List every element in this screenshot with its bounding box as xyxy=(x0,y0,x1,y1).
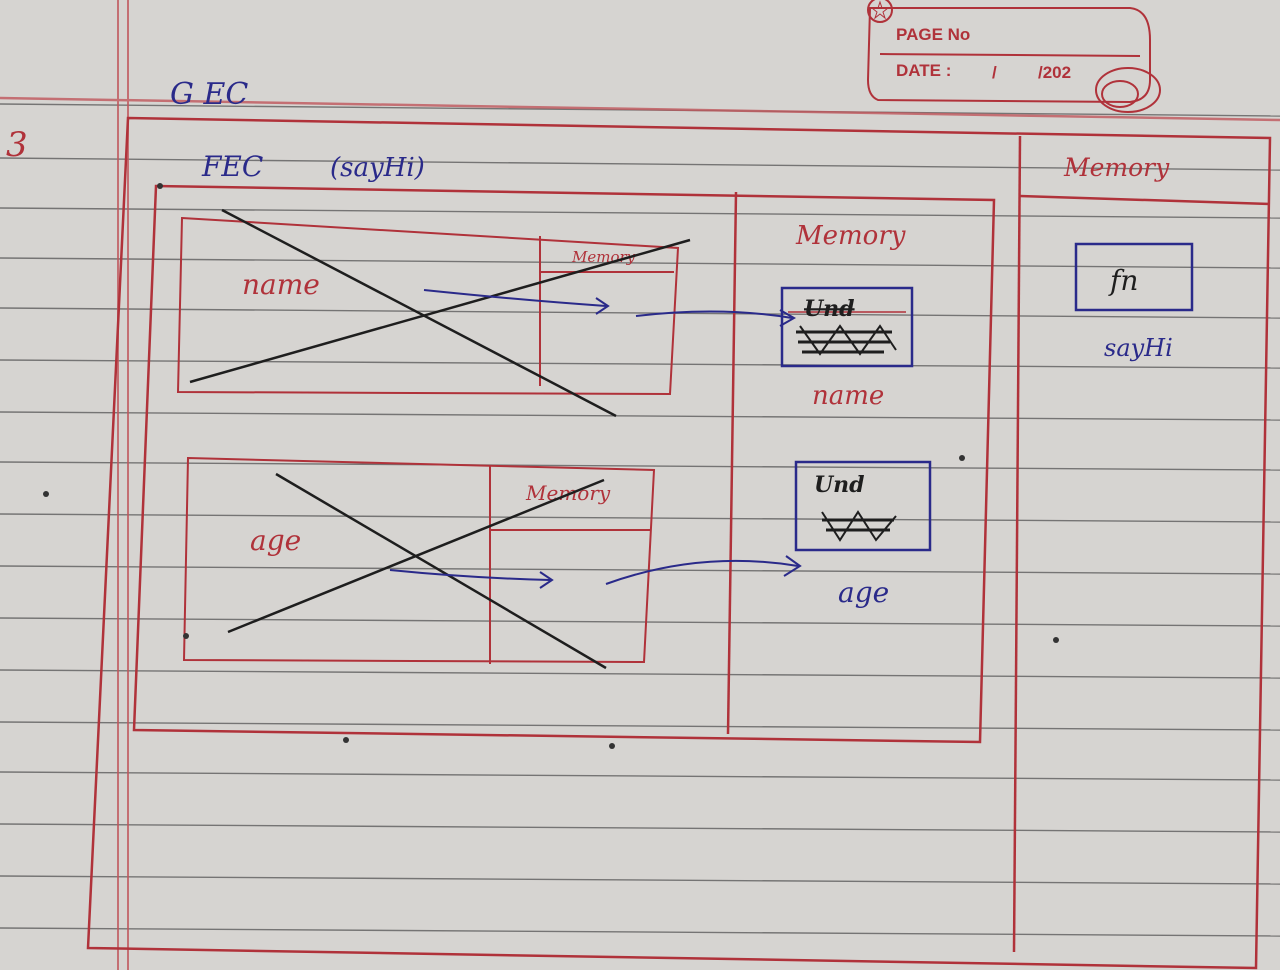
fec-memory-cell-name xyxy=(780,286,914,368)
pencil-dots xyxy=(43,183,1059,749)
inner-box-age-crossout xyxy=(227,472,607,670)
fec-memory-label: Memory xyxy=(795,221,906,251)
inner-box-age-var: age xyxy=(250,524,301,557)
inner-box-name-arrows xyxy=(423,289,797,327)
inner-box-name-crossout xyxy=(189,208,691,418)
global-memory-label: Memory xyxy=(1063,153,1170,182)
global-memory-cell-caption: sayHi xyxy=(1104,334,1173,362)
fec-memory-cell-age-value: Und xyxy=(814,472,865,498)
fec-memory-cell-name-value: Und xyxy=(804,296,855,322)
inner-box-age-memory-label: Memory xyxy=(525,481,611,505)
date-label: DATE : xyxy=(896,61,951,80)
date-separator-2: /202 xyxy=(1038,63,1071,82)
fec-memory-cell-age xyxy=(794,460,932,552)
fec-memory-cell-age-caption: age xyxy=(838,576,889,609)
fec-function-name: (sayHi) xyxy=(330,153,425,183)
page-date-stamp xyxy=(866,0,1161,113)
inner-box-name-var: name xyxy=(242,268,320,301)
date-separator-1: / xyxy=(992,63,997,82)
global-memory-cell xyxy=(1074,242,1194,312)
ruled-lines xyxy=(0,103,1280,937)
fec-label: FEC xyxy=(201,150,263,183)
inner-box-age-arrows xyxy=(389,555,802,589)
inner-box-name-memory-label: Memory xyxy=(571,248,636,266)
page-no-label: PAGE No xyxy=(896,25,970,44)
fec-memory-cell-name-caption: name xyxy=(812,381,884,411)
gec-frame xyxy=(86,116,1272,970)
gec-label: G EC xyxy=(170,77,248,112)
margin-number: 3 xyxy=(6,125,28,165)
fec-frame xyxy=(132,184,996,744)
global-memory-cell-value: fn xyxy=(1108,264,1138,297)
inner-box-age xyxy=(182,456,656,664)
inner-box-name xyxy=(176,216,680,396)
